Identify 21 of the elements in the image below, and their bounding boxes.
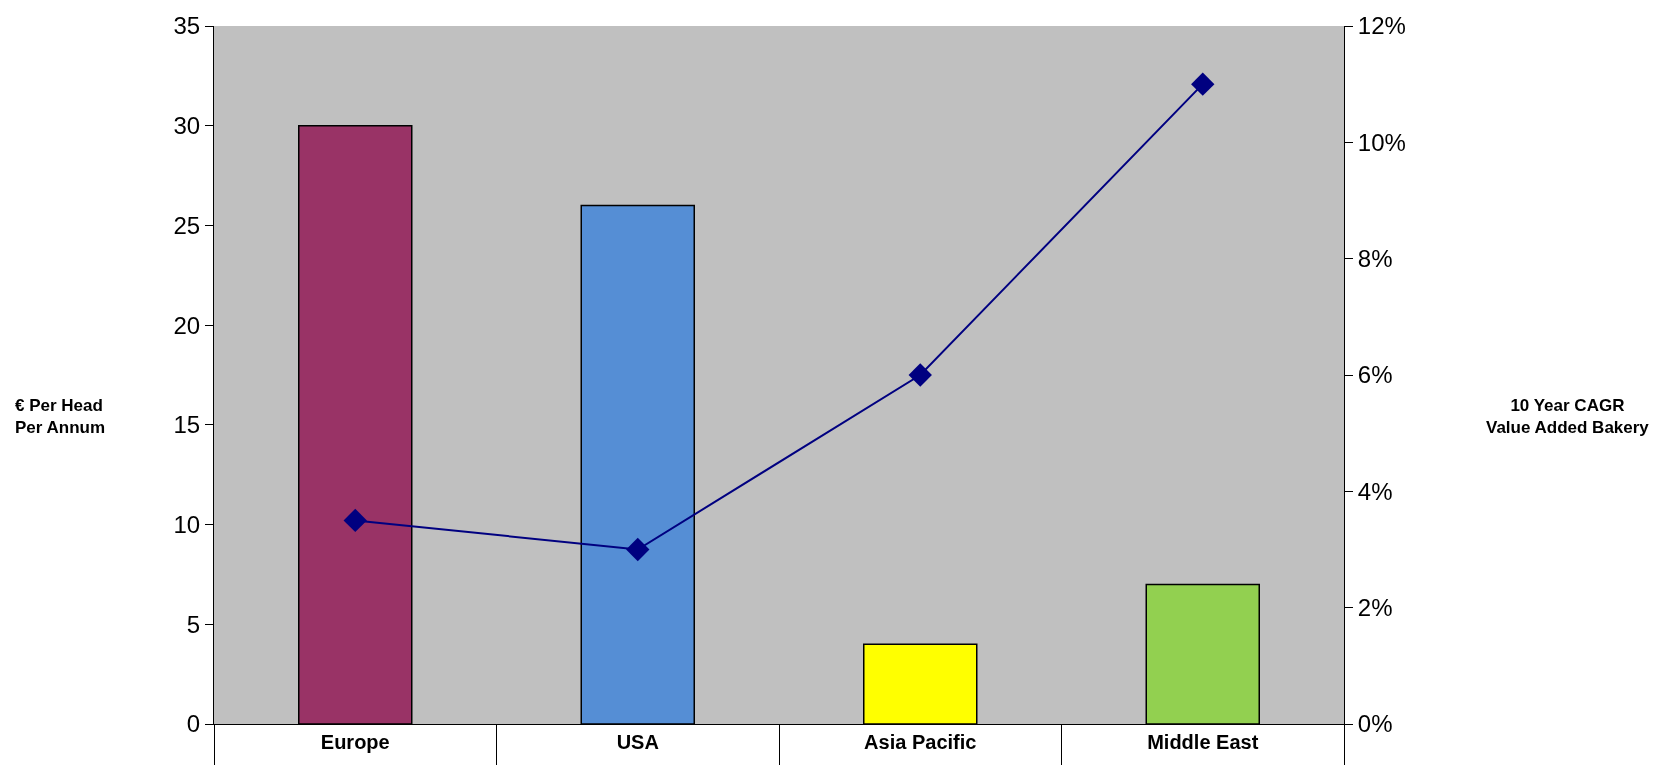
y2-tick-label: 12% — [1357, 12, 1406, 40]
y-tick-label: 10 — [173, 510, 201, 538]
text: 10 Year CAGR Value Added Bakery — [1486, 396, 1650, 438]
y-tick-label: 30 — [173, 112, 201, 140]
y2-tick-label: 2% — [1357, 594, 1393, 622]
text: € Per Head Per Annum — [15, 396, 106, 438]
y2-tick-label: 0% — [1357, 710, 1393, 738]
y2-tick-label: 6% — [1357, 361, 1393, 389]
y2-tick-label: 10% — [1357, 128, 1406, 156]
y-tick-label: 15 — [173, 411, 201, 439]
x-tick-label: Asia Pacific — [864, 731, 977, 753]
x-tick-label: Europe — [320, 731, 390, 753]
x-tick-label: Middle East — [1147, 731, 1259, 753]
y-tick-label: 0 — [186, 710, 201, 738]
y-tick-label: 25 — [173, 211, 201, 239]
y2-tick-label: 4% — [1357, 477, 1393, 505]
y-tick-label: 35 — [173, 12, 201, 40]
y-tick-label: 5 — [186, 610, 201, 638]
x-tick-label: USA — [616, 731, 659, 753]
y2-tick-label: 8% — [1357, 245, 1393, 273]
y-tick-label: 20 — [173, 311, 201, 339]
